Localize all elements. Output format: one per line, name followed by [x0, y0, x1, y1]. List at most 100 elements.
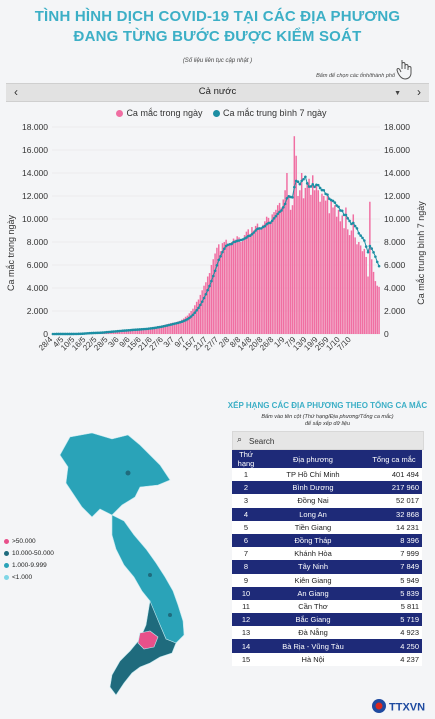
- avg-point[interactable]: [58, 332, 62, 336]
- map-city-dot[interactable]: [148, 573, 152, 577]
- avg-point[interactable]: [370, 247, 374, 250]
- bar[interactable]: [359, 245, 362, 334]
- bar[interactable]: [356, 244, 358, 334]
- bar[interactable]: [354, 237, 356, 334]
- avg-point[interactable]: [134, 328, 138, 331]
- avg-point[interactable]: [302, 177, 305, 181]
- bar[interactable]: [230, 242, 233, 334]
- avg-point[interactable]: [311, 183, 315, 186]
- table-row[interactable]: 2 Bình Dương 217 960: [232, 481, 422, 495]
- bar[interactable]: [166, 324, 168, 334]
- bar[interactable]: [159, 326, 161, 334]
- avg-point[interactable]: [143, 327, 147, 331]
- bar[interactable]: [321, 193, 323, 334]
- bar[interactable]: [291, 205, 294, 334]
- bar[interactable]: [361, 251, 364, 334]
- bar[interactable]: [122, 330, 124, 334]
- bar[interactable]: [206, 276, 209, 335]
- bar[interactable]: [267, 217, 270, 334]
- bar[interactable]: [315, 184, 318, 335]
- col-rank-header[interactable]: Thứ hạng: [232, 450, 260, 468]
- bar[interactable]: [262, 224, 264, 334]
- avg-point[interactable]: [318, 186, 322, 190]
- map-north-region[interactable]: [59, 432, 171, 518]
- bar[interactable]: [332, 207, 334, 335]
- map-hcm-area[interactable]: [137, 630, 159, 650]
- table-row[interactable]: 5 Tiền Giang 14 231: [232, 520, 422, 534]
- bar[interactable]: [297, 196, 299, 334]
- bar[interactable]: [188, 313, 191, 334]
- bar[interactable]: [284, 190, 286, 334]
- bar[interactable]: [214, 253, 216, 335]
- bar[interactable]: [164, 324, 167, 334]
- bar[interactable]: [223, 242, 226, 334]
- region-selector[interactable]: ‹ Cả nước ▼ ›: [6, 83, 429, 102]
- bar[interactable]: [234, 239, 237, 334]
- table-row[interactable]: 14 Bà Rịa - Vũng Tàu 4 250: [232, 639, 422, 653]
- avg-point[interactable]: [121, 329, 125, 333]
- bar[interactable]: [135, 329, 137, 334]
- avg-point[interactable]: [217, 258, 221, 262]
- bar[interactable]: [324, 200, 327, 334]
- bar[interactable]: [194, 305, 196, 334]
- avg-point[interactable]: [333, 201, 337, 204]
- bar[interactable]: [183, 318, 185, 334]
- avg-point[interactable]: [64, 332, 68, 336]
- bar[interactable]: [264, 221, 266, 334]
- avg-point[interactable]: [187, 316, 191, 320]
- table-row[interactable]: 3 Đồng Nai 52 017: [232, 494, 422, 508]
- avg-point[interactable]: [77, 332, 81, 336]
- avg-point[interactable]: [363, 239, 366, 242]
- bar[interactable]: [304, 187, 307, 334]
- avg-point[interactable]: [219, 254, 222, 258]
- col-total-header[interactable]: Tổng ca mắc: [366, 450, 422, 468]
- bar[interactable]: [308, 178, 310, 334]
- bar[interactable]: [125, 329, 128, 334]
- table-row[interactable]: 6 Đồng Tháp 8 396: [232, 533, 422, 548]
- bar[interactable]: [337, 209, 340, 334]
- avg-point[interactable]: [283, 202, 287, 206]
- bar[interactable]: [341, 215, 343, 334]
- bar[interactable]: [334, 205, 336, 334]
- table-row[interactable]: 8 Tây Ninh 7 849: [232, 560, 422, 574]
- bar[interactable]: [275, 209, 277, 334]
- bar[interactable]: [313, 190, 316, 334]
- table-row[interactable]: 9 Kiên Giang 5 949: [232, 573, 422, 587]
- avg-point[interactable]: [252, 231, 256, 234]
- bar[interactable]: [229, 244, 231, 334]
- avg-point[interactable]: [75, 332, 79, 336]
- bar[interactable]: [374, 281, 377, 334]
- avg-point[interactable]: [355, 227, 359, 230]
- bar[interactable]: [197, 299, 200, 335]
- avg-point[interactable]: [296, 180, 300, 184]
- bar[interactable]: [184, 316, 187, 334]
- avg-point[interactable]: [366, 250, 370, 254]
- covid-cases-chart[interactable]: 0 2.000 4.000 6.000 8.000 10.000 12.000 14.000 1…: [0, 118, 435, 380]
- avg-point[interactable]: [92, 331, 95, 335]
- avg-point[interactable]: [202, 296, 206, 300]
- bar[interactable]: [249, 233, 251, 334]
- bar[interactable]: [310, 194, 312, 334]
- vietnam-map[interactable]: [0, 425, 225, 705]
- avg-point[interactable]: [79, 332, 82, 336]
- avg-point[interactable]: [361, 236, 364, 240]
- search-input[interactable]: [247, 433, 421, 449]
- bar[interactable]: [282, 199, 284, 334]
- avg-point[interactable]: [57, 332, 60, 336]
- bar[interactable]: [195, 301, 198, 334]
- bar[interactable]: [210, 265, 213, 334]
- bar[interactable]: [151, 327, 154, 334]
- bar[interactable]: [245, 231, 248, 334]
- bar[interactable]: [236, 236, 238, 334]
- bar[interactable]: [317, 190, 320, 334]
- avg-point[interactable]: [191, 313, 195, 317]
- bar[interactable]: [295, 155, 297, 334]
- bar[interactable]: [227, 245, 229, 334]
- bar[interactable]: [205, 282, 207, 334]
- avg-point[interactable]: [348, 219, 351, 223]
- avg-point[interactable]: [285, 197, 289, 200]
- avg-point[interactable]: [141, 327, 145, 331]
- bar[interactable]: [256, 223, 259, 334]
- avg-point[interactable]: [322, 188, 326, 192]
- bar[interactable]: [140, 328, 143, 334]
